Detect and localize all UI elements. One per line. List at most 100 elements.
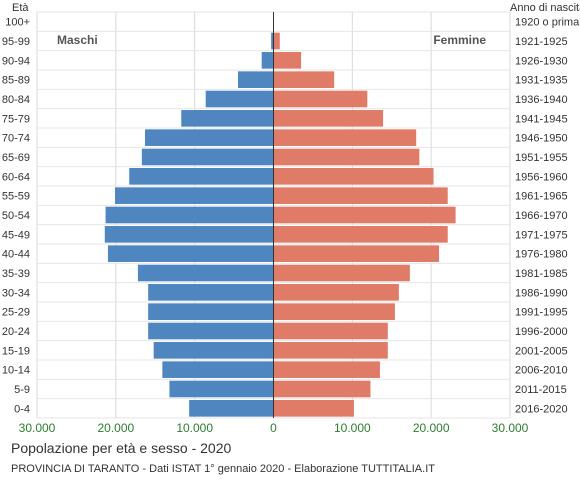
bar-maschi-0-4 — [189, 400, 274, 417]
x-tick-label: 0 — [270, 421, 277, 435]
chart-title: Popolazione per età e sesso - 2020 — [11, 440, 232, 456]
bar-femmine-35-39 — [273, 264, 410, 282]
bar-maschi-65-69 — [141, 148, 274, 166]
birth-year-label: 1966-1970 — [515, 210, 568, 222]
series-label-maschi: Maschi — [57, 33, 98, 47]
bar-femmine-70-74 — [273, 129, 417, 146]
birth-year-label: 2016-2020 — [515, 403, 568, 415]
bar-maschi-25-29 — [148, 303, 274, 320]
bar-femmine-85-89 — [273, 71, 335, 88]
birth-year-label: 2001-2005 — [515, 345, 568, 357]
birth-year-label: 1991-1995 — [515, 307, 568, 319]
birth-year-label: 1926-1930 — [515, 55, 568, 67]
age-label: 20-24 — [2, 326, 30, 338]
birth-year-label: 1996-2000 — [515, 326, 568, 338]
bar-maschi-50-54 — [105, 206, 274, 224]
bar-femmine-5-9 — [273, 380, 371, 398]
birth-year-label: 1931-1935 — [515, 75, 568, 87]
age-label: 100+ — [5, 17, 30, 29]
birth-year-label: 1921-1925 — [515, 36, 568, 48]
age-label: 15-19 — [2, 345, 30, 357]
birth-year-label: 1936-1940 — [515, 94, 568, 106]
birth-year-label: 1986-1990 — [515, 287, 568, 299]
age-label: 25-29 — [2, 307, 30, 319]
bar-maschi-55-59 — [115, 187, 274, 204]
bar-femmine-65-69 — [273, 148, 420, 166]
age-label: 35-39 — [2, 268, 30, 280]
x-tick-label: 10.000 — [176, 421, 213, 435]
bar-femmine-50-54 — [273, 206, 456, 224]
age-label: 50-54 — [2, 210, 30, 222]
x-tick-label: 30.000 — [492, 421, 529, 435]
age-label: 95-99 — [2, 36, 30, 48]
birth-year-label: 1961-1965 — [515, 191, 568, 203]
age-label: 90-94 — [2, 55, 30, 67]
birth-year-label: 1981-1985 — [515, 268, 568, 280]
birth-year-label: 1941-1945 — [515, 113, 568, 125]
bar-maschi-30-34 — [148, 284, 274, 301]
age-label: 0-4 — [14, 403, 30, 415]
bar-maschi-40-44 — [107, 245, 274, 262]
bar-femmine-90-94 — [273, 52, 302, 69]
x-tick-label: 20.000 — [97, 421, 134, 435]
bar-femmine-40-44 — [273, 245, 440, 262]
age-label: 65-69 — [2, 152, 30, 164]
birth-year-label: 1920 o prima — [515, 17, 580, 29]
age-label: 70-74 — [2, 133, 30, 145]
bar-femmine-15-19 — [273, 342, 388, 359]
age-label: 5-9 — [14, 384, 30, 396]
birth-year-label: 1956-1960 — [515, 171, 568, 183]
birth-year-label: 2011-2015 — [515, 384, 567, 396]
age-label: 30-34 — [2, 287, 30, 299]
bar-maschi-75-79 — [181, 110, 274, 127]
x-tick-label: 10.000 — [334, 421, 371, 435]
bar-femmine-60-64 — [273, 168, 434, 185]
bar-maschi-90-94 — [261, 52, 274, 69]
bar-femmine-55-59 — [273, 187, 448, 204]
age-label: 40-44 — [2, 249, 30, 261]
bar-maschi-5-9 — [169, 380, 274, 398]
bar-femmine-45-49 — [273, 226, 448, 243]
birth-year-labels: 1920 o prima 1921-1925 1926-1930 1931-1935 1… — [515, 17, 580, 416]
chart-subtitle: PROVINCIA DI TARANTO - Dati ISTAT 1° gen… — [11, 463, 435, 475]
birth-year-label: 1951-1955 — [515, 152, 568, 164]
bar-maschi-70-74 — [145, 129, 274, 146]
birth-year-label: 1976-1980 — [515, 249, 568, 261]
bar-maschi-15-19 — [153, 342, 274, 359]
birth-year-label: 1971-1975 — [515, 229, 568, 241]
bar-femmine-95-99 — [273, 32, 280, 50]
bar-maschi-80-84 — [205, 90, 274, 108]
bar-femmine-20-24 — [273, 322, 388, 340]
x-tick-label: 30.000 — [19, 421, 56, 435]
birth-year-label: 2006-2010 — [515, 365, 568, 377]
bar-maschi-60-64 — [129, 168, 274, 185]
age-label: 60-64 — [2, 171, 30, 183]
age-label: 45-49 — [2, 229, 30, 241]
bar-femmine-10-14 — [273, 361, 380, 378]
x-tick-label: 20.000 — [413, 421, 450, 435]
age-label: 55-59 — [2, 191, 30, 203]
bar-maschi-85-89 — [238, 71, 274, 88]
bar-maschi-95-99 — [271, 32, 274, 50]
age-labels: 100+ 95-99 90-94 85-89 80-84 75-79 70-74 65-69 6… — [2, 17, 30, 416]
birth-year-label: 1946-1950 — [515, 133, 568, 145]
bar-femmine-25-29 — [273, 303, 395, 320]
age-label: 85-89 — [2, 75, 30, 87]
bar-maschi-10-14 — [162, 361, 274, 378]
age-label: 80-84 — [2, 94, 30, 106]
birth-year-axis-header: Anno di nascita — [510, 2, 580, 14]
series-label-femmine: Femmine — [433, 33, 486, 47]
bar-femmine-0-4 — [273, 400, 354, 417]
bar-femmine-30-34 — [273, 284, 399, 301]
x-axis-labels: 30.000 20.000 10.000 0 10.000 20.000 30.000 — [19, 421, 529, 435]
age-label: 10-14 — [2, 365, 30, 377]
bar-femmine-80-84 — [273, 90, 368, 108]
bar-maschi-35-39 — [137, 264, 274, 282]
bar-maschi-20-24 — [148, 322, 274, 340]
bars — [104, 13, 456, 417]
age-axis-header: Età — [12, 2, 29, 14]
bar-maschi-45-49 — [104, 226, 274, 243]
bar-femmine-75-79 — [273, 110, 384, 127]
age-label: 75-79 — [2, 113, 30, 125]
